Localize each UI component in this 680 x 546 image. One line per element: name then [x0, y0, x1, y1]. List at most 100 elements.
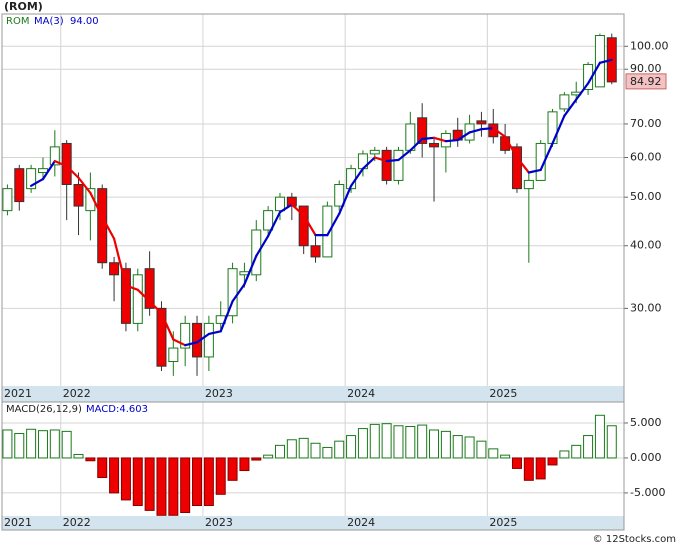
last-price-box: [625, 73, 667, 90]
ma-line-segment: [444, 138, 459, 143]
x-tick-label: 2024: [347, 387, 375, 400]
macd-bar: [180, 457, 191, 514]
candle-body: [120, 268, 131, 324]
ma-line-segment: [338, 184, 353, 215]
macd-bar: [227, 457, 238, 481]
ma-line-segment: [397, 149, 412, 162]
y-tick-label: 90.00: [630, 62, 662, 75]
macd-bar: [14, 432, 25, 459]
candle-body: [286, 196, 297, 207]
plot-layer: 30.00 40.00 50.00 60.00 70.00 90.00 100.00 2021…: [2, 14, 669, 529]
ma-line-segment: [30, 177, 45, 187]
footer: © 12Stocks.com: [593, 534, 676, 545]
ma-line-segment: [432, 136, 447, 143]
candle-body: [144, 268, 155, 309]
y-tick-label: 40.00: [630, 239, 662, 252]
ma-line-segment: [468, 128, 483, 134]
legend-symbol: ROM: [6, 16, 29, 27]
x-tick-label: 2025: [489, 387, 517, 400]
ma-line-segment: [551, 114, 566, 145]
macd-bar: [263, 454, 274, 459]
y-tick-label: 50.00: [630, 190, 662, 203]
macd-bar: [286, 439, 297, 459]
x-tick-label: 2021: [4, 387, 32, 400]
macd-bar: [488, 448, 499, 459]
ma-line-segment: [586, 61, 602, 85]
ma-line-segment: [373, 156, 388, 163]
candle-body: [49, 146, 60, 166]
macd-bar: [583, 435, 594, 459]
candle-body: [274, 196, 285, 212]
ma-line-segment: [278, 203, 293, 214]
candle-body: [203, 322, 214, 358]
macd-bar: [298, 437, 309, 459]
candle-body: [310, 245, 321, 258]
ma-line-segment: [267, 211, 282, 238]
macd-bar: [192, 457, 203, 507]
x-axis-strip: [2, 386, 624, 402]
candle-body: [393, 149, 404, 181]
ma-line-segment: [527, 168, 542, 174]
macd-bar: [310, 442, 321, 459]
macd-bar: [97, 457, 108, 479]
ma-line-segment: [326, 212, 341, 237]
ma-line-segment: [480, 127, 495, 131]
candle-body: [26, 168, 37, 190]
ma-line-segment: [124, 284, 139, 291]
macd-bar: [203, 457, 214, 507]
ma-line-segment: [302, 214, 317, 237]
macd-bar: [571, 444, 582, 459]
macd-bar: [405, 425, 416, 459]
macd-bar: [511, 457, 522, 469]
x-tick-label: 2022: [63, 387, 91, 400]
macd-bar: [440, 430, 451, 459]
macd-bar: [547, 457, 558, 466]
x-tick-label: 2025: [489, 516, 517, 529]
ma-line-segment: [349, 167, 365, 187]
ma-line-segment: [195, 332, 210, 344]
ma-line-segment: [492, 127, 507, 138]
candle-body: [73, 183, 84, 207]
candle-body: [334, 183, 345, 207]
ma-line-segment: [539, 142, 554, 172]
ma-line-segment: [575, 82, 590, 101]
candle-body: [476, 120, 487, 125]
candle-body: [132, 274, 143, 324]
macd-bar: [61, 430, 72, 459]
candle-body: [109, 262, 120, 276]
macd-bar: [156, 457, 167, 516]
macd-bar: [251, 457, 262, 461]
macd-bar: [369, 423, 380, 459]
ma-line-segment: [207, 330, 222, 336]
ma-line-segment: [361, 156, 376, 170]
ma-line-segment: [255, 234, 270, 258]
macd-bar: [429, 429, 440, 459]
ma-line-segment: [598, 58, 613, 64]
macd-bar: [144, 457, 155, 511]
candle-body: [168, 347, 179, 363]
x-tick-label: 2023: [205, 387, 233, 400]
macd-bar: [2, 429, 13, 459]
y-tick-label: 30.00: [630, 301, 662, 314]
macd-bar: [452, 435, 463, 459]
macd-bar: [523, 457, 534, 481]
ma-line-segment: [243, 254, 258, 286]
y-tick-label: 0.000: [630, 451, 662, 464]
macd-bar: [274, 444, 285, 459]
x-axis-strip: [2, 516, 624, 530]
candle-body: [511, 146, 522, 190]
macd-bar: [464, 436, 475, 459]
ma-line-segment: [184, 341, 199, 347]
chart-title: (ROM): [4, 0, 43, 13]
candle-body: [322, 205, 333, 258]
macd-bar: [215, 457, 226, 495]
macd-bar: [168, 457, 179, 516]
macd-bar: [85, 457, 96, 462]
legend-macd-name: MACD(26,12,9): [6, 404, 82, 415]
macd-bar: [26, 428, 37, 459]
y-tick-label: 5.000: [630, 416, 662, 429]
x-tick-label: 2024: [347, 516, 375, 529]
ma-line-segment: [231, 283, 246, 303]
macd-bar: [132, 457, 143, 507]
